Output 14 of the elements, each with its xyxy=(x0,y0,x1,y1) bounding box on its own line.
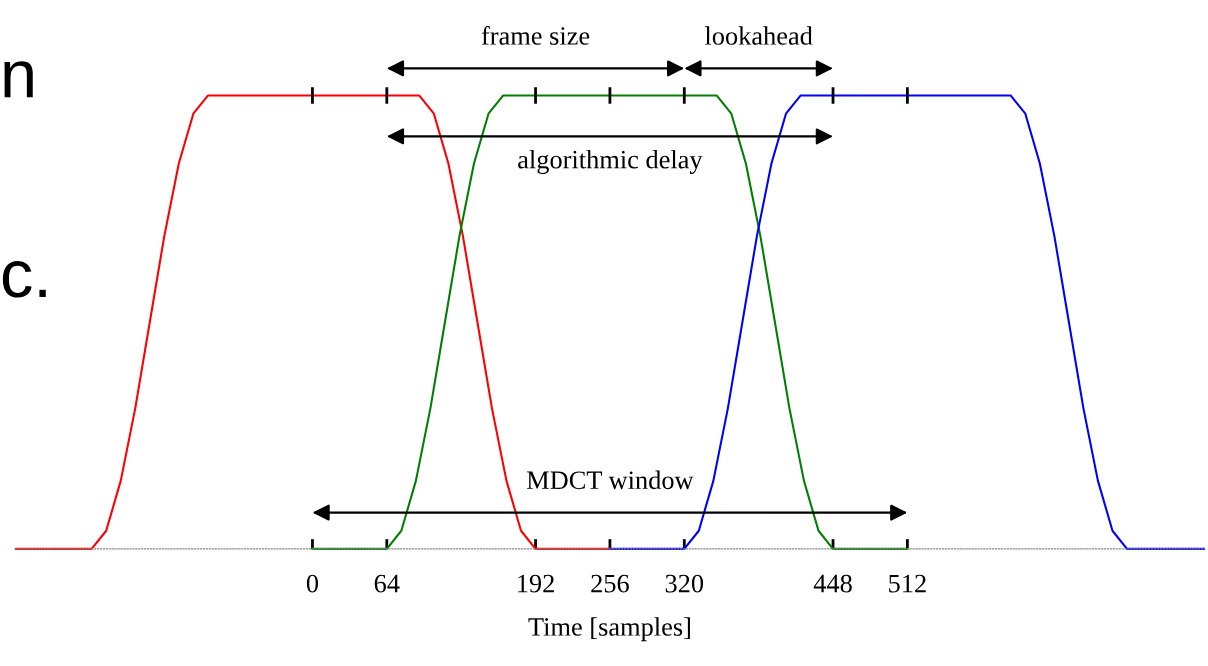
x-tick-label: 0 xyxy=(306,574,319,593)
x-tick-label: 320 xyxy=(665,574,704,593)
x-tick-label: 256 xyxy=(591,574,629,593)
text: frame size xyxy=(481,26,590,45)
text: lookahead xyxy=(704,26,813,45)
annotation: MDCT window xyxy=(526,470,694,490)
annotation: algorithmic delay xyxy=(518,149,703,174)
x-axis-title: Time [samples] xyxy=(528,617,690,642)
x-tick-label: 512 xyxy=(889,574,926,593)
annotation: n xyxy=(4,61,33,98)
annotation: c. xyxy=(2,261,46,298)
x-tick-label: 192 xyxy=(518,574,554,593)
x-tick-label: 448 xyxy=(813,574,852,593)
x-tick-label: 64 xyxy=(374,574,400,593)
